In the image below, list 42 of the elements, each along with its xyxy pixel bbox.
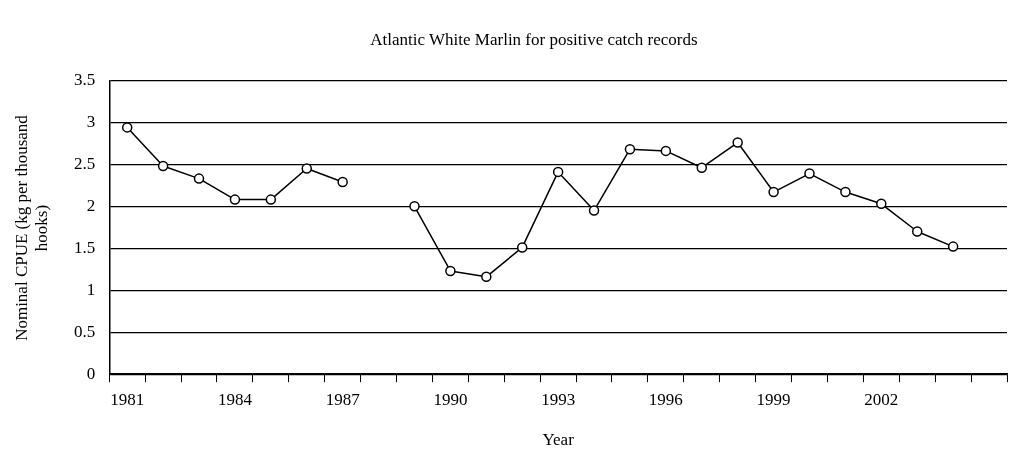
point (947, 241, 959, 252)
y-tick-label: 2 (86, 195, 96, 215)
point (445, 265, 456, 277)
point (911, 226, 923, 237)
chart-title: Atlantic White Marlin for positive catch records (370, 29, 698, 49)
y-tick-label: 2.5 (74, 153, 96, 173)
point (732, 137, 743, 148)
y-tick-label: 1.5 (74, 237, 96, 257)
point (840, 186, 851, 198)
x-tick-label: 1981 (110, 389, 145, 409)
point (624, 143, 636, 155)
x-tick-label: 1999 (756, 389, 791, 409)
point (301, 163, 313, 174)
point (804, 168, 815, 179)
point (516, 242, 528, 253)
y-axis-title: Nominal CPUE (kg per thousand hooks) (12, 114, 52, 343)
x-tick-label: 2002 (864, 389, 899, 409)
x-axis-title: Year (542, 430, 575, 450)
point (409, 201, 420, 212)
point (157, 160, 169, 172)
point (193, 173, 205, 184)
point (768, 186, 779, 198)
point (337, 176, 348, 188)
y-tick-label: 0 (86, 363, 96, 383)
x-tick-label: 1984 (217, 389, 253, 409)
x-tick-label: 1996 (648, 389, 683, 409)
point (588, 205, 600, 216)
x-tick-label: 1987 (325, 389, 361, 409)
x-tick-label: 1993 (541, 389, 576, 409)
y-tick-label: 0.5 (74, 321, 96, 341)
y-tick-label: 3 (86, 111, 96, 131)
point (121, 122, 133, 133)
y-tick-label: 3.5 (74, 69, 96, 89)
point (660, 145, 672, 157)
point (696, 162, 708, 173)
point (481, 271, 492, 283)
point (265, 194, 277, 205)
point (876, 198, 887, 210)
point (229, 194, 241, 205)
point (552, 166, 564, 178)
y-tick-label: 1 (86, 279, 96, 299)
x-tick-label: 1990 (433, 389, 468, 409)
